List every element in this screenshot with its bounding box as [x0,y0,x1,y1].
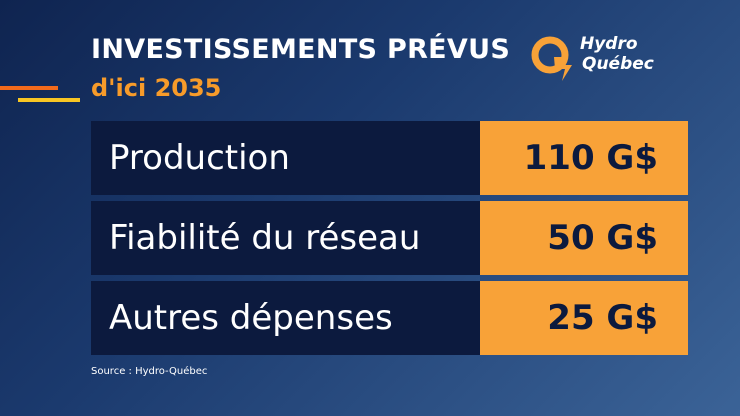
row-value: 110 G$ [480,121,688,195]
accent-line-yellow [18,98,80,102]
logo-wordmark: Hydro Québec [580,34,654,74]
table-row: Production 110 G$ [91,121,688,195]
row-value: 50 G$ [480,201,688,275]
page-title: INVESTISSEMENTS PRÉVUS [91,34,511,65]
page-subtitle: d'ici 2035 [91,74,222,102]
row-label: Fiabilité du réseau [91,201,480,275]
table-row: Fiabilité du réseau 50 G$ [91,201,688,275]
row-value: 25 G$ [480,281,688,355]
table-row: Autres dépenses 25 G$ [91,281,688,355]
accent-line-orange [0,86,58,90]
hydro-quebec-logo: Hydro Québec [528,33,668,83]
row-label: Autres dépenses [91,281,480,355]
investment-table: Production 110 G$ Fiabilité du réseau 50… [91,121,688,361]
logo-line-1: Hydro [580,34,638,54]
source-note: Source : Hydro-Québec [91,366,208,377]
logo-line-2: Québec [582,54,654,74]
row-label: Production [91,121,480,195]
hydro-quebec-q-icon [531,36,572,81]
